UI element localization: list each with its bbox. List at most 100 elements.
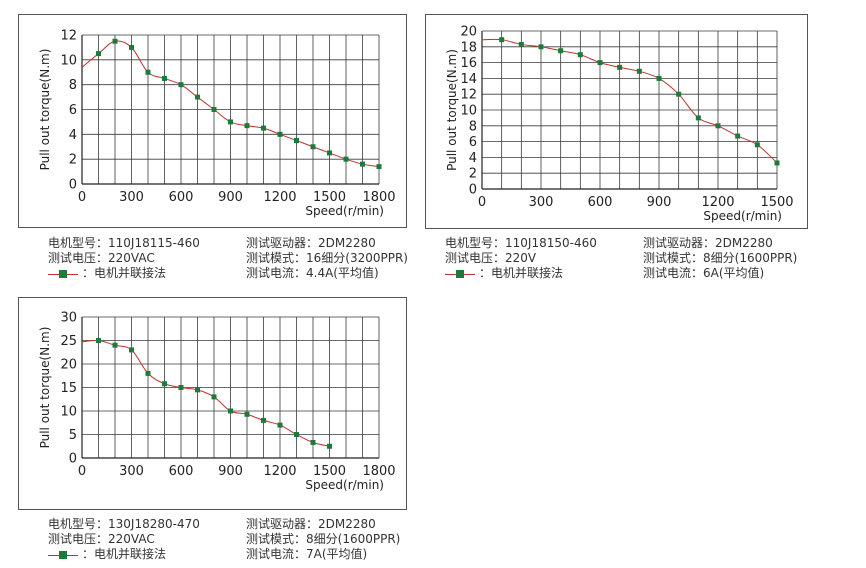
test-driver-label: 测试驱动器：2DM2280 <box>643 236 773 250</box>
chart-svg-1: 0 2 4 6 8 10 12 0 300 600 900 1200 1500 1800Speed(r/m… <box>38 29 396 219</box>
data-point <box>96 51 101 57</box>
motor-model-label: 电机型号：130J18280-470 <box>48 517 200 531</box>
data-point <box>577 52 583 58</box>
x-axis-label: Speed(r/min) <box>305 478 384 492</box>
data-point <box>518 41 524 47</box>
data-point <box>195 387 200 393</box>
chart-info-2: 电机型号：110J18150-460 测试电压：220V ：电机并联接法 测试驱… <box>445 236 825 284</box>
data-point <box>277 131 283 137</box>
series-line <box>481 38 778 164</box>
data-point <box>597 60 603 66</box>
y-tick-label: 0 <box>469 183 477 198</box>
data-point <box>211 394 217 400</box>
test-current-label: 测试电流：4.4A(平均值) <box>246 266 379 280</box>
legend-entry: ：电机并联接法 <box>48 547 200 562</box>
y-axis-label: Pull out torque(N.m) <box>445 49 459 171</box>
data-point <box>774 160 780 166</box>
x-tick-label: 1800 <box>362 464 395 479</box>
y-tick-label: 10 <box>460 104 477 119</box>
data-point <box>310 439 316 445</box>
data-point <box>376 164 382 170</box>
data-point <box>129 44 134 50</box>
x-tick-label: 1800 <box>362 190 395 205</box>
test-voltage-label: 测试电压：220VAC <box>48 532 155 546</box>
data-point <box>656 75 662 81</box>
data-point <box>294 432 299 437</box>
legend-marker-icon <box>445 269 475 279</box>
data-point <box>244 411 250 417</box>
data-point <box>261 417 266 423</box>
data-point <box>162 381 167 387</box>
y-tick-label: 16 <box>460 56 477 71</box>
x-tick-label: 900 <box>218 464 243 479</box>
x-tick-label: 1200 <box>701 195 734 210</box>
x-tick-label: 1200 <box>263 190 296 205</box>
motor-model-label: 电机型号：110J18150-460 <box>445 236 597 250</box>
legend-text: ：电机并联接法 <box>82 266 167 280</box>
data-point <box>343 156 349 162</box>
motor-model-label: 电机型号：110J18115-460 <box>48 236 200 250</box>
x-tick-label: 600 <box>169 190 194 205</box>
y-tick-label: 8 <box>469 119 477 134</box>
y-tick-label: 15 <box>60 381 77 396</box>
y-tick-label: 18 <box>460 40 477 55</box>
data-point <box>715 123 721 129</box>
x-axis-label: Speed(r/min) <box>703 209 782 223</box>
y-tick-label: 4 <box>69 128 77 143</box>
y-tick-label: 10 <box>60 53 77 68</box>
data-point <box>112 38 118 44</box>
data-point <box>112 342 118 348</box>
data-point <box>676 91 682 97</box>
x-tick-label: 300 <box>529 195 554 210</box>
x-tick-label: 900 <box>647 195 672 210</box>
data-point <box>211 107 217 112</box>
data-point <box>195 94 200 100</box>
y-tick-label: 12 <box>460 88 477 103</box>
test-driver-label: 测试驱动器：2DM2280 <box>246 517 376 531</box>
legend-text: ：电机并联接法 <box>82 547 167 561</box>
legend-text: ：电机并联接法 <box>479 266 564 280</box>
test-mode-label: 测试模式：8细分(1600PPR) <box>643 251 798 265</box>
chart-frame-3: 0 5 10 15 20 25 30 0 300 600 900 1200 1500 1800 Speed(… <box>18 297 407 510</box>
data-point <box>327 150 332 156</box>
data-point <box>735 133 741 139</box>
data-point <box>310 144 316 150</box>
data-point <box>754 142 760 148</box>
y-tick-label: 5 <box>69 428 77 443</box>
y-axis-label: Pull out torque(N.m) <box>38 49 52 171</box>
data-point <box>228 119 233 125</box>
data-point <box>558 48 564 54</box>
data-point <box>360 161 365 167</box>
legend-entry: ：电机并联接法 <box>445 266 597 281</box>
y-tick-label: 6 <box>69 103 77 118</box>
data-point <box>129 347 134 353</box>
data-point <box>178 82 184 88</box>
y-tick-label: 2 <box>469 167 477 182</box>
x-tick-label: 0 <box>478 195 486 210</box>
data-point <box>145 69 151 75</box>
test-driver-label: 测试驱动器：2DM2280 <box>246 236 376 250</box>
data-point <box>228 408 233 414</box>
series-line <box>81 339 330 447</box>
chart-info-3: 电机型号：130J18280-470 测试电压：220VAC ：电机并联接法 测… <box>48 517 408 565</box>
test-current-label: 测试电流：7A(平均值) <box>246 547 368 561</box>
chart-frame-2: 0 2 4 6 8 10 12 14 16 18 20 0 300 600 900 1200 1500 Speed… <box>425 14 808 229</box>
data-point <box>244 123 250 129</box>
y-tick-label: 12 <box>60 29 77 44</box>
x-tick-label: 1200 <box>263 464 296 479</box>
x-tick-label: 300 <box>119 190 144 205</box>
test-voltage-label: 测试电压：220V <box>445 251 537 265</box>
data-point <box>636 68 642 74</box>
x-tick-label: 0 <box>78 190 86 205</box>
data-point <box>617 64 623 70</box>
x-tick-label: 0 <box>78 464 86 479</box>
y-tick-label: 0 <box>69 178 77 193</box>
data-point <box>294 138 299 144</box>
y-axis-label: Pull out torque(N.m) <box>38 327 52 449</box>
data-point <box>162 75 167 81</box>
y-tick-label: 8 <box>69 78 77 93</box>
x-tick-label: 1500 <box>313 190 346 205</box>
legend-marker-icon <box>48 550 78 560</box>
x-tick-label: 1500 <box>313 464 346 479</box>
